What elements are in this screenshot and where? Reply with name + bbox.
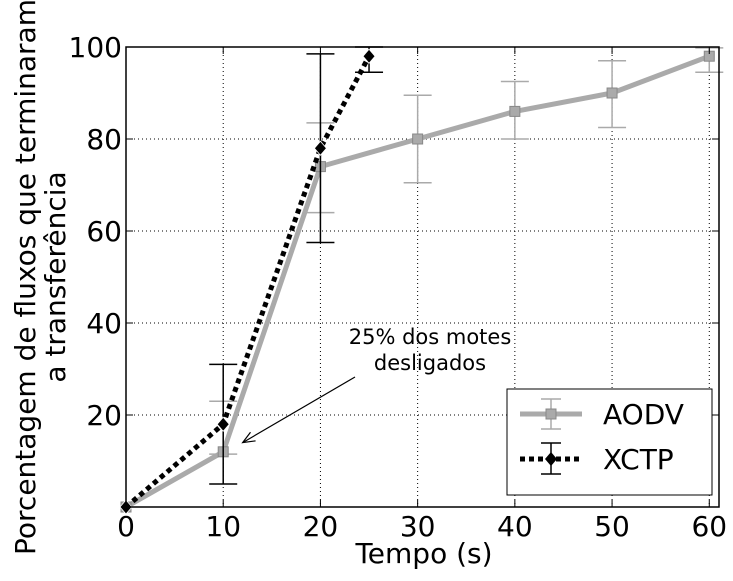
aodv-point	[509, 105, 521, 117]
annotation-arrow-line	[242, 376, 356, 444]
x-axis-label: Tempo (s)	[354, 537, 492, 570]
ticks: 0 10 20 30 40 50 60 20 40 60 80 100	[69, 31, 728, 543]
xctp-line	[124, 55, 372, 509]
x-tick-label: 60	[691, 510, 727, 543]
y-tick-label: 20	[86, 399, 122, 432]
y-tick-label: 100	[69, 31, 122, 64]
x-tick-label: 50	[594, 510, 630, 543]
annotation-text-line-2: desligados	[374, 351, 486, 375]
x-tick-label: 40	[497, 510, 533, 543]
x-tick-label: 20	[303, 510, 339, 543]
legend-xctp-label: XCTP	[603, 443, 674, 476]
legend-aodv-marker	[545, 408, 557, 420]
x-tick-label: 10	[205, 510, 241, 543]
xctp-point	[362, 48, 376, 64]
y-tick-label: 60	[86, 215, 122, 248]
legend-aodv-label: AODV	[603, 398, 684, 431]
xctp-point	[216, 416, 230, 432]
annotation-text-line-1: 25% dos motes	[349, 325, 512, 349]
aodv-point	[412, 133, 424, 145]
x-tick-label: 30	[400, 510, 436, 543]
x-tick-label: 0	[117, 510, 135, 543]
legend-box	[506, 388, 713, 496]
legend: AODV XCTP	[506, 388, 713, 496]
xctp-point	[313, 140, 327, 156]
aodv-point	[606, 87, 618, 99]
annotation-arrow-head	[241, 431, 256, 444]
annotation: 25% dos motes desligados	[241, 325, 512, 444]
y-axis-label-line-1: Porcentagem de fluxos que terminaram	[9, 0, 42, 555]
y-axis-label-line-2: a transferência	[39, 171, 72, 382]
y-tick-label: 40	[86, 307, 122, 340]
plot-frame	[125, 46, 720, 508]
y-tick-label: 80	[86, 123, 122, 156]
y-axis-label: Porcentagem de fluxos que terminaram a t…	[9, 0, 72, 555]
legend-xctp-marker	[545, 452, 557, 466]
